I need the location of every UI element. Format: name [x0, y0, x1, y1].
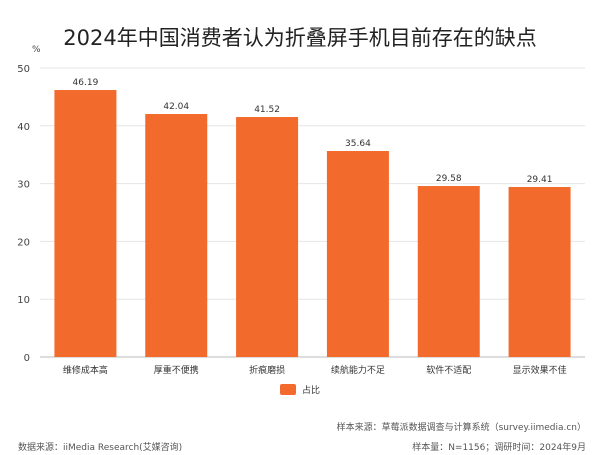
- bar: [145, 114, 208, 358]
- x-tick-label: 折痕磨损: [249, 364, 285, 376]
- data-label: 46.19: [73, 78, 99, 88]
- data-label: 29.58: [436, 174, 462, 184]
- data-source: 数据来源：iiMedia Research(艾媒咨询): [18, 443, 183, 453]
- x-tick-label: 维修成本高: [63, 364, 108, 376]
- data-label: 35.64: [345, 139, 371, 149]
- y-tick-label: 50: [17, 64, 30, 75]
- y-tick-label: 30: [17, 180, 30, 191]
- bar: [236, 117, 299, 357]
- x-tick-label: 软件不适配: [426, 364, 471, 376]
- bar: [54, 90, 117, 358]
- y-tick-label: 40: [17, 122, 30, 133]
- data-label: 29.41: [527, 175, 553, 185]
- bar: [417, 186, 480, 357]
- bar: [508, 187, 571, 357]
- sample-source: 样本来源：草莓派数据调查与计算系统（survey.iimedia.cn）: [336, 423, 586, 433]
- data-label: 41.52: [254, 105, 280, 115]
- sample-size: 样本量：N=1156；调研时间：2024年9月: [412, 443, 586, 453]
- legend-swatch: [280, 384, 296, 395]
- x-tick-label: 续航能力不足: [331, 364, 385, 376]
- x-tick-label: 显示效果不佳: [513, 364, 567, 376]
- y-tick-label: 20: [17, 237, 30, 248]
- bar: [326, 151, 389, 357]
- legend-label: 占比: [302, 384, 320, 396]
- y-axis-unit: %: [32, 45, 41, 55]
- chart-title: 2024年中国消费者认为折叠屏手机目前存在的缺点: [63, 26, 537, 50]
- data-label: 42.04: [163, 102, 189, 112]
- x-tick-label: 厚重不便携: [154, 364, 199, 376]
- y-tick-label: 10: [17, 295, 30, 306]
- y-tick-label: 0: [24, 353, 30, 364]
